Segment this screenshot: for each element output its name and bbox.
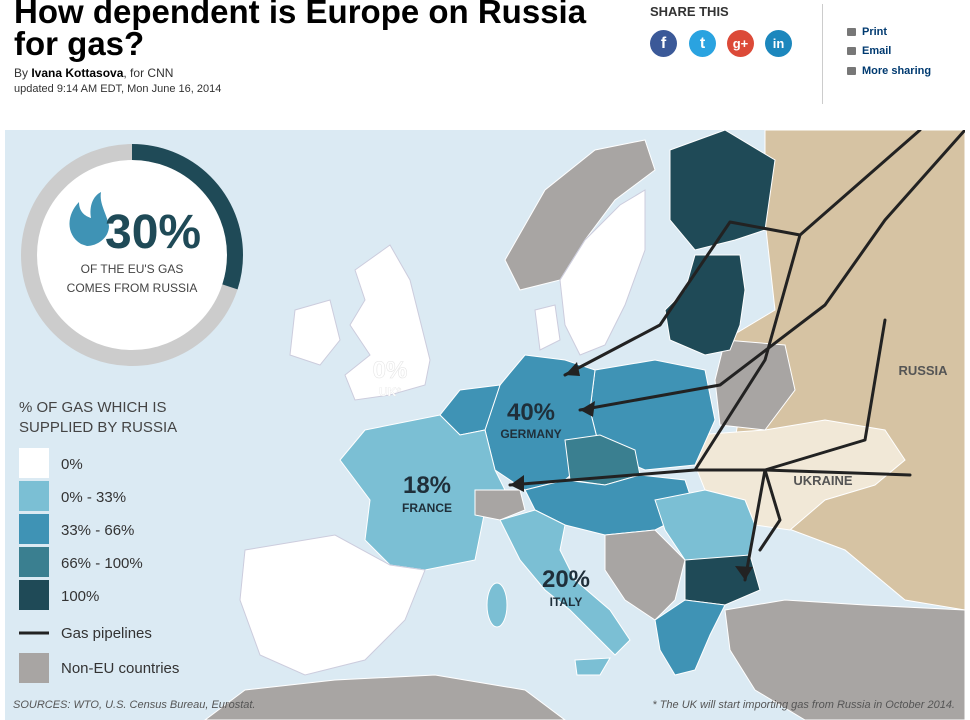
switzerland-region (474, 489, 526, 521)
gas-pipelines (508, 130, 965, 582)
linkedin-icon[interactable]: in (765, 30, 792, 57)
sicily-region (574, 657, 611, 676)
ukraine-label: UKRAINE (793, 473, 853, 488)
pipeline-arrowheads (510, 362, 753, 580)
flame-icon (69, 192, 109, 246)
legend-pipeline-label: Gas pipelines (61, 625, 152, 642)
uk-footnote: * The UK will start importing gas from R… (652, 699, 955, 711)
facebook-icon[interactable]: f (650, 30, 677, 57)
north-africa-region (204, 674, 566, 720)
legend-non-eu-swatch (19, 653, 49, 683)
eu-share-line2: COMES FROM RUSSIA (67, 281, 198, 295)
uk-value: 0% (373, 357, 408, 384)
europe-gas-map: 30% OF THE EU'S GAS COMES FROM RUSSIA % … (5, 130, 965, 720)
more-sharing-label: More sharing (862, 65, 932, 77)
italy-value: 20% (542, 566, 590, 593)
google-plus-icon[interactable]: g+ (727, 30, 754, 57)
legend-label: 0% - 33% (61, 489, 126, 506)
norway-region (504, 139, 656, 291)
france-name: FRANCE (402, 501, 452, 515)
share-icon (847, 67, 856, 76)
russia-label: RUSSIA (898, 363, 948, 378)
baltic-states-region (664, 254, 746, 356)
arrowhead-germany-north (565, 362, 580, 376)
uk-region (344, 244, 431, 401)
print-label: Print (862, 26, 888, 38)
legend-label: 66% - 100% (61, 555, 143, 572)
eu-share-value: 30% (105, 206, 201, 259)
arrowhead-france (510, 475, 524, 492)
turkey-region (724, 599, 965, 720)
germany-name: GERMANY (500, 427, 561, 441)
headline: How dependent is Europe on Russia for ga… (14, 0, 587, 62)
legend-swatch (19, 580, 49, 610)
legend-swatch (19, 481, 49, 511)
balkans-region (604, 529, 686, 621)
share-divider (822, 4, 823, 104)
legend-title-line1: % OF GAS WHICH IS (19, 399, 167, 416)
uk-name: UK* (379, 385, 401, 399)
legend-label: 33% - 66% (61, 522, 134, 539)
italy-region (499, 509, 631, 656)
italy-name: ITALY (550, 595, 583, 609)
eu-share-ring-fill (21, 144, 243, 366)
envelope-icon (847, 47, 856, 56)
pipeline-yamal (578, 130, 965, 412)
eu-share-line1: OF THE EU'S GAS (81, 262, 184, 276)
author-link[interactable]: Ivana Kottasova (31, 66, 124, 80)
byline-suffix: , for CNN (123, 66, 174, 80)
sweden-region (559, 189, 646, 356)
iberia-region (239, 534, 426, 676)
sources-note: SOURCES: WTO, U.S. Census Bureau, Eurost… (13, 699, 256, 711)
legend-swatch (19, 547, 49, 577)
denmark-region (534, 304, 561, 351)
byline-prefix: By (14, 66, 32, 80)
france-region (339, 414, 506, 571)
email-link[interactable]: Email (847, 45, 891, 57)
sardinia-region (486, 582, 508, 628)
germany-value: 40% (507, 399, 555, 426)
pipeline-brotherhood (508, 233, 802, 487)
legend-label: 0% (61, 456, 83, 473)
printer-icon (847, 28, 856, 37)
legend-title-line2: SUPPLIED BY RUSSIA (19, 419, 177, 436)
updated-timestamp: updated 9:14 AM EDT, Mon June 16, 2014 (14, 83, 222, 95)
pipeline-nord (563, 130, 922, 377)
legend-swatch (19, 514, 49, 544)
finland-region (669, 130, 776, 251)
legend-swatch (19, 448, 49, 478)
greece-region (654, 599, 726, 676)
ireland-region (289, 299, 341, 366)
email-label: Email (862, 45, 892, 57)
twitter-icon[interactable]: t (689, 30, 716, 57)
legend-non-eu-label: Non-EU countries (61, 660, 179, 677)
legend-items: 0% 0% - 33% 33% - 66% 66% - 100% 100% (19, 448, 143, 610)
more-sharing-link[interactable]: More sharing (847, 65, 931, 77)
pipeline-south-branch (758, 468, 782, 552)
pipeline-trans-balkan (743, 318, 887, 582)
share-title: SHARE THIS (650, 4, 729, 19)
arrowhead-germany-east (580, 401, 595, 417)
arrowhead-bulgaria (735, 566, 753, 580)
legend-label: 100% (61, 588, 99, 605)
byline: By Ivana Kottasova, for CNN (14, 66, 173, 80)
print-link[interactable]: Print (847, 26, 887, 38)
france-value: 18% (403, 472, 451, 499)
